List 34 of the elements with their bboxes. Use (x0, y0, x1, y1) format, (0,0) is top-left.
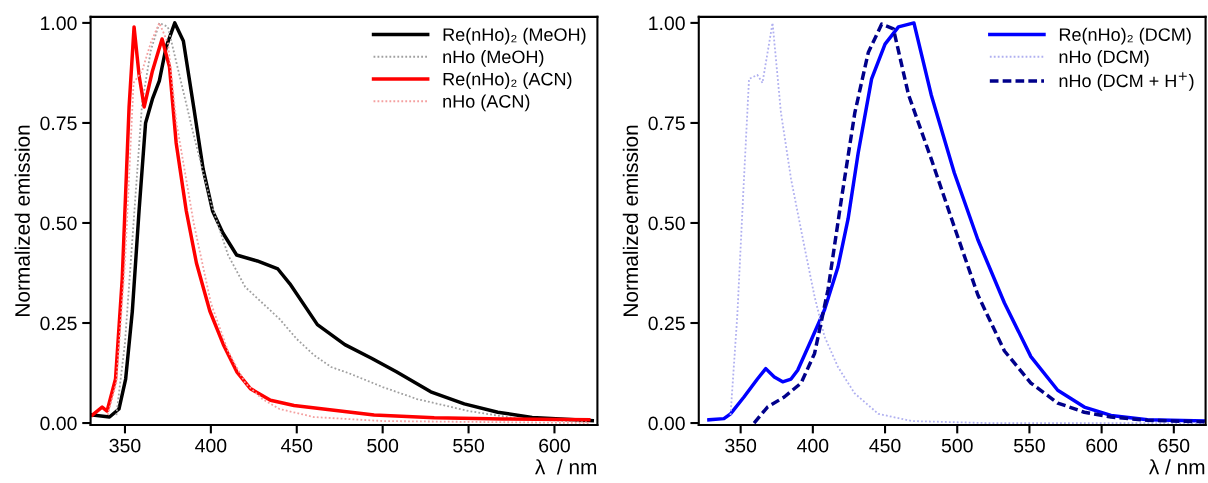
x-tick-label: 500 (367, 438, 399, 453)
x-axis-title: λ / nm (1149, 459, 1205, 475)
y-tick-label: 0.25 (40, 316, 77, 331)
x-tick-label: 500 (941, 438, 973, 453)
y-tick-label: 0.00 (40, 416, 77, 431)
x-tick-label: 400 (797, 438, 829, 453)
x-tick-label: 450 (869, 438, 901, 453)
x-tick-label: 450 (280, 438, 313, 453)
legend-label: Re(nHo)₂ (DCM) (1059, 27, 1191, 45)
y-tick-label: 0.25 (648, 316, 685, 331)
x-tick-label: 350 (725, 438, 757, 453)
y-tick-label: 0.00 (648, 416, 685, 431)
x-tick-label: 350 (109, 438, 141, 453)
x-tick-label: 550 (1013, 438, 1045, 453)
x-tick-label: 400 (195, 438, 227, 453)
x-tick-label: 600 (1086, 438, 1118, 453)
y-tick-label: 0.50 (40, 216, 77, 231)
x-tick-label: 550 (453, 438, 485, 453)
y-tick-label: 0.75 (648, 116, 685, 131)
y-tick-label: 1.00 (649, 16, 685, 31)
legend-label: nHo (ACN) (443, 94, 530, 112)
legend-label: Re(nHo)₂ (ACN) (443, 72, 572, 90)
legend-label: nHo (DCM) (1059, 49, 1149, 67)
x-axis-title: λ / nm (535, 459, 597, 475)
x-tick-label: 600 (539, 438, 570, 453)
y-axis-title: Normalized emission (622, 125, 639, 316)
legend-label: nHo (DCM + H$^{+}$) (1059, 72, 1194, 91)
y-tick-label: 1.00 (41, 16, 77, 31)
y-tick-label: 0.75 (40, 116, 77, 131)
y-tick-label: 0.50 (648, 216, 685, 231)
legend-label: nHo (MeOH) (443, 49, 544, 67)
x-tick-label: 650 (1158, 438, 1190, 453)
legend-label: Re(nHo)₂ (MeOH) (443, 27, 586, 45)
y-axis-title: Normalized emission (14, 125, 30, 316)
